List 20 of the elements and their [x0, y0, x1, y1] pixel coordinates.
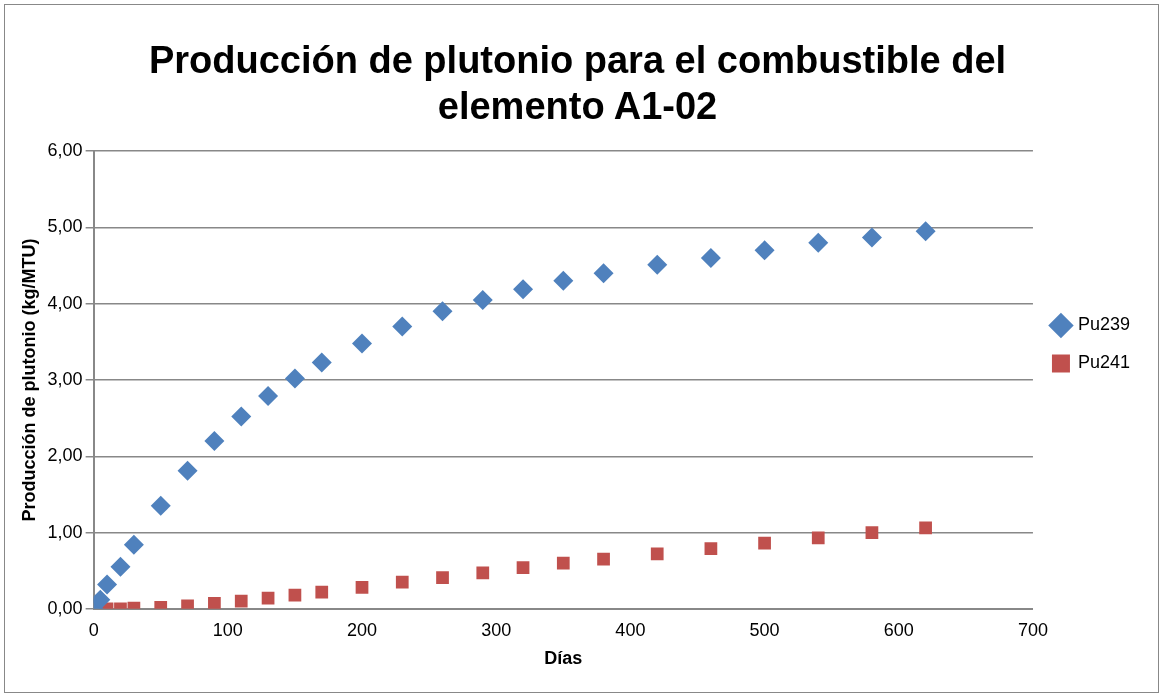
x-tick-label: 300 [481, 619, 512, 640]
x-axis-title: Días [544, 648, 583, 669]
y-tick-label: 6,00 [47, 140, 83, 161]
y-tick-label: 5,00 [47, 216, 83, 237]
x-tick-label: 500 [749, 619, 780, 640]
y-tick-label: 3,00 [47, 368, 83, 389]
y-tick-label: 1,00 [47, 521, 83, 542]
x-tick-label: 400 [615, 619, 646, 640]
x-tick-label: 100 [212, 619, 243, 640]
x-tick-label: 200 [346, 619, 378, 640]
legend-label: Pu241 [1077, 352, 1131, 373]
y-tick-label: 4,00 [47, 292, 83, 313]
legend-label: Pu239 [1077, 314, 1131, 335]
x-tick-label: 700 [1017, 619, 1048, 640]
y-tick-label: 2,00 [47, 445, 83, 466]
chart-title: Producción de plutonio para el combustible del elemento A1-02 [148, 39, 1007, 127]
y-axis-title: Producción de plutonio (kg/MTU) [18, 238, 39, 522]
x-tick-label: 0 [88, 619, 99, 640]
y-tick-label: 0,00 [47, 597, 83, 618]
x-tick-label: 600 [883, 619, 914, 640]
